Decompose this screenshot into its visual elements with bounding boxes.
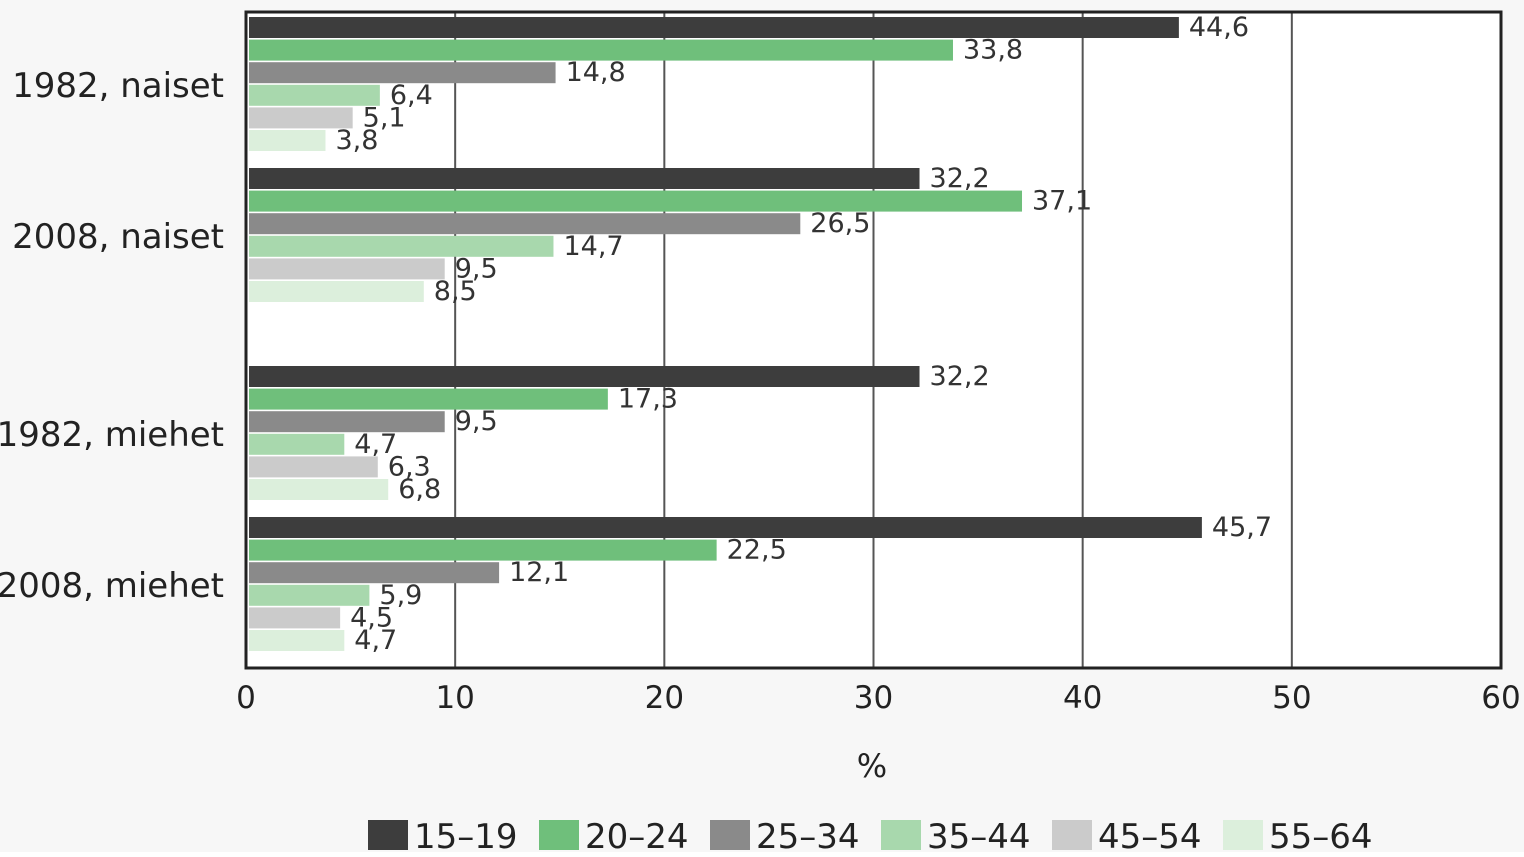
legend: 15–19 20–24 25–34 35–44 45–54 55–64 [368, 817, 1373, 857]
x-tick-labels: 0 10 20 30 40 50 60 [236, 680, 1521, 716]
data-labels: 44,6 33,8 14,8 6,45,13,8 32,2 37,1 26,5 14,7 9,5… [335, 12, 1272, 656]
bar-45–54-1982, naiset [249, 107, 353, 129]
legend-swatch [1052, 820, 1092, 850]
data-label: 32,2 [930, 163, 990, 194]
legend-swatch [1223, 820, 1263, 850]
data-label: 12,1 [509, 557, 569, 588]
legend-label: 35–44 [927, 817, 1031, 852]
bar-25–34-1982, miehet [249, 411, 445, 433]
x-tick-label: 20 [645, 680, 684, 716]
bar-25–34-1982, naiset [249, 62, 556, 84]
bar-15–19-1982, miehet [249, 366, 920, 387]
bar-35–44-2008, miehet [249, 584, 370, 606]
bar-55–64-1982, naiset [249, 130, 326, 151]
legend-label: 20–24 [585, 817, 689, 852]
bar-45–54-2008, naiset [249, 258, 445, 280]
bar-15–19-1982, naiset [249, 17, 1179, 38]
data-label: 33,8 [963, 35, 1023, 66]
bar-55–64-2008, naiset [249, 281, 424, 302]
data-label: 22,5 [727, 535, 787, 566]
legend-swatch [710, 820, 750, 850]
category-label: 2008, miehet [0, 566, 224, 606]
category-labels: 1982, naiset 2008, naiset 1982, miehet 2008… [0, 66, 224, 606]
bar-55–64-2008, miehet [249, 630, 345, 651]
data-label: 9,5 [455, 253, 498, 284]
x-tick-label: 50 [1272, 680, 1311, 716]
data-label: 5,9 [379, 580, 422, 611]
bar-20–24-1982, naiset [249, 39, 953, 61]
legend-label: 25–34 [756, 817, 860, 852]
bar-25–34-2008, naiset [249, 213, 801, 235]
data-label: 26,5 [810, 208, 870, 239]
x-axis-title: % [857, 747, 887, 785]
legend-label: 15–19 [414, 817, 518, 852]
data-label: 37,1 [1032, 186, 1092, 217]
legend-label: 55–64 [1269, 817, 1373, 852]
data-label: 32,2 [930, 361, 990, 392]
bar-15–19-2008, miehet [249, 517, 1202, 538]
bar-55–64-1982, miehet [249, 479, 389, 500]
bar-45–54-1982, miehet [249, 456, 378, 478]
data-label: 4,7 [354, 625, 397, 656]
bar-20–24-2008, naiset [249, 190, 1023, 212]
data-label: 17,3 [618, 384, 678, 415]
bar-45–54-2008, miehet [249, 607, 341, 629]
data-label: 4,5 [350, 602, 393, 633]
data-label: 8,5 [434, 276, 477, 307]
category-label: 1982, miehet [0, 415, 224, 455]
bar-35–44-1982, naiset [249, 84, 380, 106]
x-tick-label: 40 [1063, 680, 1102, 716]
bar-35–44-2008, naiset [249, 235, 554, 257]
data-label: 45,7 [1212, 512, 1272, 543]
x-tick-label: 10 [435, 680, 474, 716]
legend-label: 45–54 [1098, 817, 1202, 852]
data-label: 14,7 [563, 231, 623, 262]
data-label: 6,3 [388, 451, 431, 482]
bar-20–24-1982, miehet [249, 388, 608, 410]
data-label: 9,5 [455, 406, 498, 437]
x-tick-label: 60 [1481, 680, 1520, 716]
bar-25–34-2008, miehet [249, 562, 500, 584]
data-label: 3,8 [335, 125, 378, 156]
legend-swatch [368, 820, 408, 850]
x-tick-label: 30 [854, 680, 893, 716]
data-label: 5,1 [363, 102, 406, 133]
bar-20–24-2008, miehet [249, 539, 717, 561]
bar-35–44-1982, miehet [249, 433, 345, 455]
plot-frame [244, 10, 1503, 670]
legend-swatch [881, 820, 921, 850]
data-label: 4,7 [354, 429, 397, 460]
data-label: 6,4 [390, 80, 433, 111]
data-label: 6,8 [398, 474, 441, 505]
data-label: 44,6 [1189, 12, 1249, 43]
bar-15–19-2008, naiset [249, 168, 920, 189]
category-label: 2008, naiset [12, 217, 224, 257]
x-tick-label: 0 [236, 680, 256, 716]
bars [249, 17, 1202, 651]
category-label: 1982, naiset [12, 66, 224, 106]
data-label: 14,8 [566, 57, 626, 88]
legend-swatch [539, 820, 579, 850]
